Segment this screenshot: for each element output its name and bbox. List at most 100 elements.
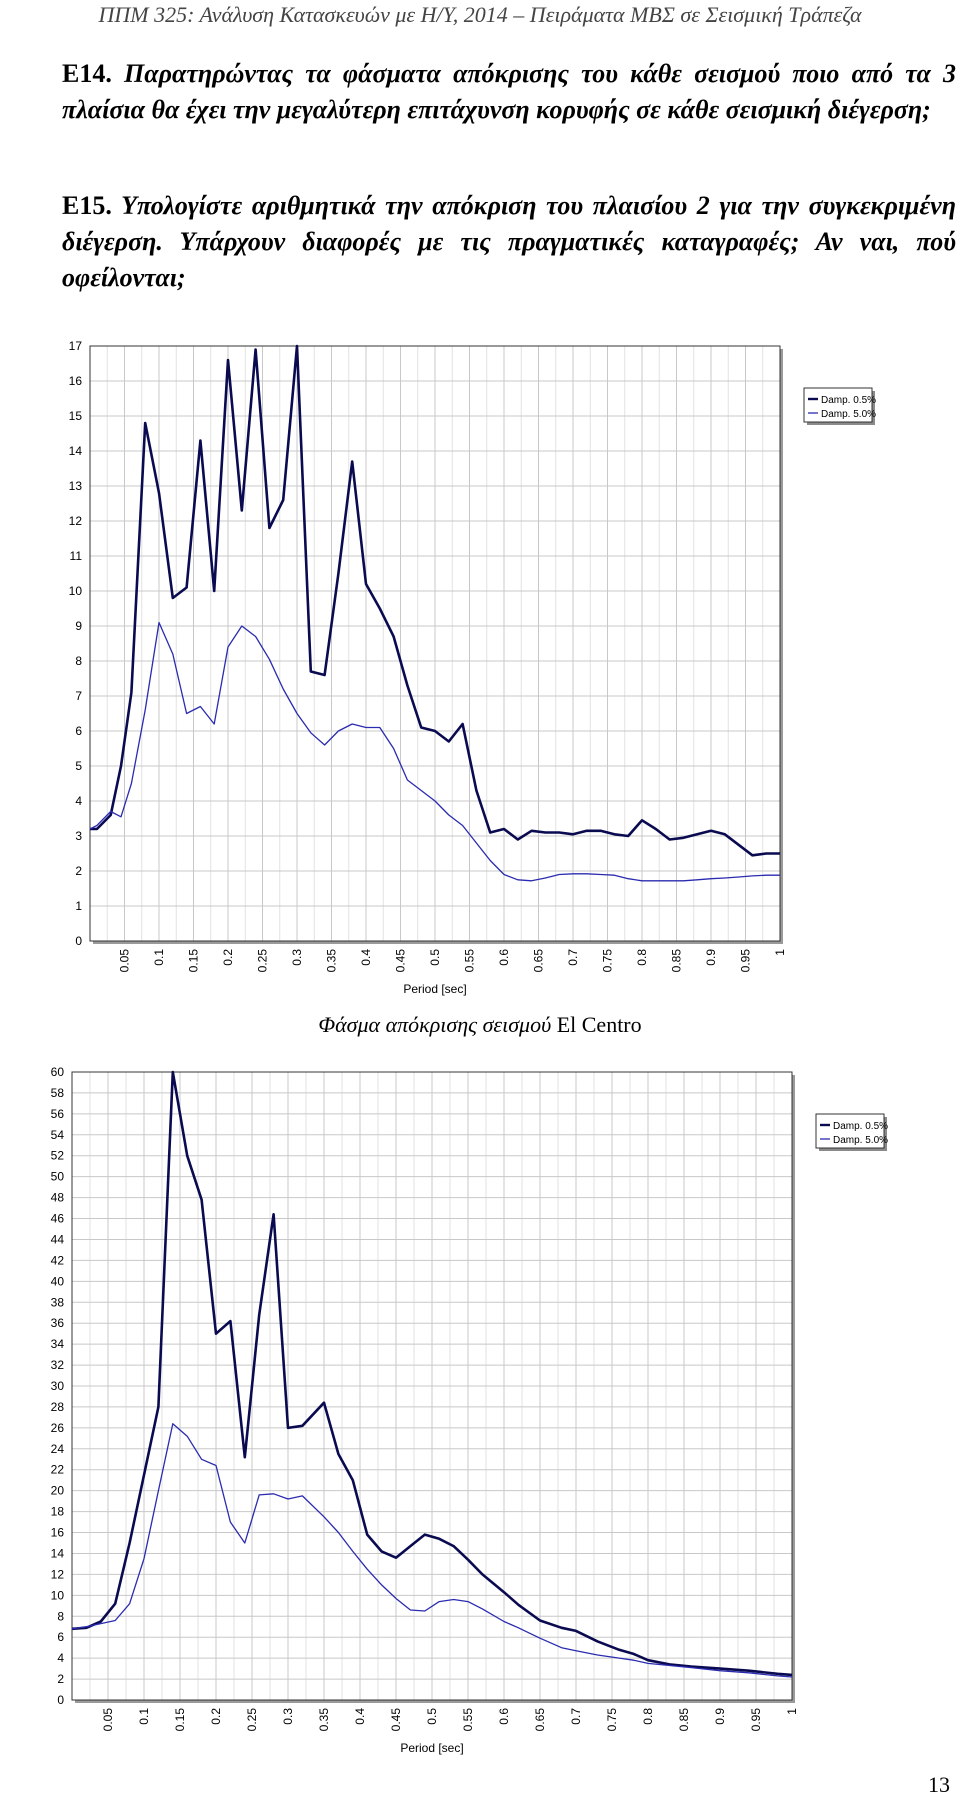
y-tick-label: 20 — [51, 1484, 65, 1498]
x-tick-label: 0.9 — [713, 1708, 727, 1725]
response-spectrum-chart-2: 0246810121416182022242628303234363840424… — [51, 1065, 888, 1755]
y-tick-label: 2 — [75, 864, 82, 878]
question-e14-text: Παρατηρώντας τα φάσματα απόκρισης του κά… — [62, 59, 956, 124]
x-tick-label: 0.35 — [317, 1708, 331, 1732]
x-tick-label: 0.1 — [152, 949, 166, 966]
y-tick-label: 52 — [51, 1149, 65, 1163]
x-tick-label: 0.2 — [209, 1708, 223, 1725]
x-tick-label: 0.75 — [605, 1708, 619, 1732]
y-tick-label: 0 — [75, 934, 82, 948]
y-tick-label: 5 — [75, 759, 82, 773]
legend-box — [803, 387, 873, 423]
x-tick-label: 0.3 — [281, 1708, 295, 1725]
y-tick-label: 11 — [70, 549, 83, 563]
plot-frame — [71, 1071, 793, 1701]
y-tick-label: 6 — [57, 1630, 64, 1644]
x-axis-label: Period [sec] — [400, 1741, 463, 1755]
question-e15-text: Υπολογίστε αριθμητικά την απόκριση του π… — [62, 191, 956, 292]
x-tick-label: 0.85 — [670, 949, 684, 973]
x-axis-label: Period [sec] — [403, 982, 466, 996]
y-tick-label: 15 — [69, 409, 83, 423]
y-tick-label: 8 — [57, 1609, 64, 1623]
legend-label: Damp. 5.0% — [833, 1135, 888, 1146]
x-tick-label: 0.65 — [532, 949, 546, 973]
grid — [90, 346, 780, 941]
x-tick-label: 0.5 — [428, 949, 442, 966]
y-tick-label: 1 — [75, 899, 82, 913]
y-tick-label: 30 — [51, 1379, 65, 1393]
y-tick-label: 48 — [51, 1191, 65, 1205]
y-tick-label: 4 — [57, 1651, 64, 1665]
y-tick-label: 12 — [51, 1567, 65, 1581]
series-line-damp-0-5 — [90, 344, 780, 857]
series-line-damp-0-5 — [71, 1070, 793, 1677]
y-tick-label: 10 — [69, 584, 83, 598]
y-tick-label: 17 — [69, 339, 83, 353]
y-tick-label: 4 — [75, 794, 82, 808]
y-tick-label: 22 — [51, 1463, 65, 1477]
legend-label: Damp. 5.0% — [821, 409, 876, 420]
x-tick-label: 0.85 — [677, 1708, 691, 1732]
question-e14: Ε14. Παρατηρώντας τα φάσματα απόκρισης τ… — [62, 56, 956, 128]
x-tick-label: 0.6 — [497, 1708, 511, 1725]
x-tick-label: 0.1 — [137, 1708, 151, 1725]
y-tick-label: 24 — [51, 1442, 65, 1456]
x-tick-label: 0.75 — [601, 949, 615, 973]
legend-label: Damp. 0.5% — [821, 395, 876, 406]
x-tick-label: 0.55 — [463, 949, 477, 973]
y-tick-label: 42 — [51, 1253, 65, 1267]
y-tick-label: 40 — [51, 1274, 65, 1288]
y-tick-label: 16 — [51, 1526, 65, 1540]
x-tick-label: 0.35 — [325, 949, 339, 973]
x-tick-label: 0.2 — [221, 949, 235, 966]
x-tick-label: 0.65 — [533, 1708, 547, 1732]
y-tick-label: 10 — [51, 1588, 65, 1602]
x-tick-label: 1 — [773, 949, 787, 956]
grid — [72, 1072, 792, 1700]
question-e14-number: Ε14. — [62, 59, 112, 88]
x-tick-label: 0.3 — [290, 949, 304, 966]
y-tick-label: 16 — [69, 374, 83, 388]
y-tick-label: 56 — [51, 1107, 65, 1121]
x-tick-label: 0.7 — [569, 1708, 583, 1725]
y-tick-label: 54 — [51, 1128, 65, 1142]
figure-caption-italic: Φάσμα απόκρισης σεισμού — [318, 1012, 552, 1037]
figure-caption: Φάσμα απόκρισης σεισμού El Centro — [0, 1012, 960, 1038]
x-tick-label: 0.05 — [118, 949, 132, 973]
y-tick-label: 0 — [57, 1693, 64, 1707]
y-tick-label: 28 — [51, 1400, 65, 1414]
x-tick-label: 0.8 — [641, 1708, 655, 1725]
x-tick-label: 0.6 — [497, 949, 511, 966]
x-tick-label: 0.25 — [245, 1708, 259, 1732]
y-tick-label: 26 — [51, 1421, 65, 1435]
plot-frame — [89, 345, 781, 942]
page-number: 13 — [928, 1772, 950, 1797]
y-tick-label: 13 — [69, 479, 83, 493]
x-tick-label: 0.95 — [739, 949, 753, 973]
x-tick-label: 0.05 — [101, 1708, 115, 1732]
y-tick-label: 14 — [51, 1546, 65, 1560]
x-tick-label: 0.8 — [635, 949, 649, 966]
y-tick-label: 60 — [51, 1065, 65, 1079]
x-tick-label: 0.4 — [359, 949, 373, 966]
x-tick-label: 1 — [785, 1708, 799, 1715]
y-tick-label: 2 — [57, 1672, 64, 1686]
y-tick-label: 9 — [75, 619, 82, 633]
y-tick-label: 7 — [75, 689, 82, 703]
figure-caption-normal: El Centro — [556, 1012, 642, 1037]
x-tick-label: 0.15 — [187, 949, 201, 973]
y-tick-label: 6 — [75, 724, 82, 738]
x-tick-label: 0.4 — [353, 1708, 367, 1725]
y-tick-label: 14 — [69, 444, 83, 458]
y-tick-label: 58 — [51, 1086, 65, 1100]
y-tick-label: 34 — [51, 1337, 65, 1351]
x-tick-label: 0.5 — [425, 1708, 439, 1725]
y-tick-label: 3 — [75, 829, 82, 843]
x-tick-label: 0.45 — [394, 949, 408, 973]
legend-label: Damp. 0.5% — [833, 1121, 888, 1132]
series-line-damp-5-0 — [89, 621, 780, 882]
x-tick-label: 0.7 — [566, 949, 580, 966]
x-tick-label: 0.15 — [173, 1708, 187, 1732]
page-header: ΠΠΜ 325: Ανάλυση Κατασκευών με Η/Υ, 2014… — [98, 2, 862, 27]
